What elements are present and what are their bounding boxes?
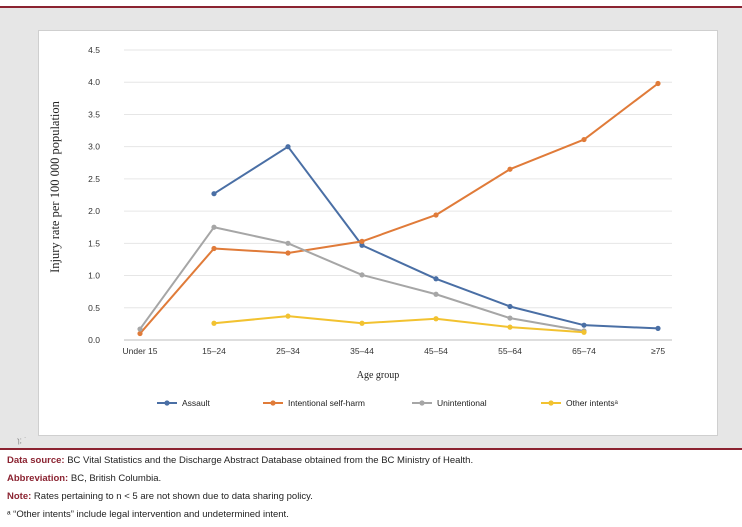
legend-swatch-marker (270, 400, 276, 406)
series-points (137, 80, 661, 337)
data-point (507, 324, 513, 330)
bottom-rule (0, 448, 742, 450)
y-tick-label: 1.5 (88, 238, 100, 248)
legend-swatch-marker (164, 400, 170, 406)
y-axis-label: Injury rate per 100 000 population (48, 100, 62, 273)
data-point (507, 303, 513, 310)
data-source-text: BC Vital Statistics and the Discharge Ab… (64, 455, 474, 466)
figure-notes: Data source: BC Vital Statistics and the… (7, 452, 737, 524)
data-point (507, 315, 513, 321)
data-point (137, 326, 143, 332)
data-note: Note: Rates pertaining to n < 5 are not … (7, 488, 737, 506)
data-source-note: Data source: BC Vital Statistics and the… (7, 452, 737, 470)
margin-mark: ɿ; ˙ (17, 436, 27, 445)
y-tick-label: 2.5 (88, 174, 100, 184)
legend-label: Intentional self-harm (288, 398, 365, 408)
data-point (581, 329, 587, 335)
data-point (655, 80, 661, 87)
x-tick-label: 65–74 (572, 346, 596, 356)
legend-label: Assault (182, 398, 211, 408)
abbreviation-label: Abbreviation: (7, 473, 69, 484)
data-point (655, 325, 661, 331)
data-point (359, 242, 365, 248)
data-point (211, 245, 217, 252)
x-tick-labels: Under 15 15–24 25–34 35–44 45–54 55–64 65–74 ≥7… (123, 346, 666, 356)
abbreviation-text: BC, British Columbia. (68, 473, 162, 484)
y-tick-labels: 0.0 0.5 1.0 1.5 2.0 2.5 3.0 3.5 4.0 4.5 (88, 45, 100, 345)
y-tick-label: 4.0 (88, 77, 100, 87)
data-point (211, 224, 217, 230)
y-tick-label: 2.0 (88, 206, 100, 216)
data-source-label: Data source: (7, 455, 65, 466)
x-tick-label: ≥75 (651, 346, 665, 356)
data-point (507, 166, 513, 172)
series-line (213, 145, 659, 330)
y-tick-label: 4.5 (88, 45, 100, 55)
data-point (211, 320, 217, 326)
footnote: ᵃ “Other intents” include legal interven… (7, 509, 289, 520)
y-tick-label: 0.0 (88, 335, 100, 345)
data-point (581, 136, 587, 143)
series-line (213, 315, 585, 334)
legend-label: Unintentional (437, 398, 487, 408)
legend-swatch-marker (419, 400, 425, 406)
data-point (211, 191, 217, 197)
x-tick-label: Under 15 (123, 346, 158, 356)
data-point (285, 240, 291, 246)
data-point (285, 144, 291, 150)
legend-label: Other intentsᵃ (566, 398, 619, 408)
data-point (359, 320, 365, 326)
y-tick-label: 3.5 (88, 109, 100, 119)
legend-swatch-marker (548, 400, 554, 406)
x-axis-label: Age group (357, 370, 400, 381)
data-point (433, 276, 439, 282)
data-point (433, 291, 439, 297)
x-tick-label: 35–44 (350, 346, 374, 356)
x-tick-label: 25–34 (276, 346, 300, 356)
y-tick-label: 3.0 (88, 142, 100, 152)
data-point (359, 272, 365, 278)
data-point (285, 313, 291, 319)
data-point (359, 238, 365, 244)
series-line (139, 82, 659, 335)
data-note-text: Rates pertaining to n < 5 are not shown … (31, 491, 313, 502)
data-point (285, 250, 291, 256)
data-point (137, 330, 143, 337)
top-rule (0, 6, 742, 8)
series-lines (139, 82, 659, 335)
gridlines (124, 49, 672, 341)
chart-card (38, 30, 718, 436)
y-tick-label: 0.5 (88, 303, 100, 313)
x-tick-label: 45–54 (424, 346, 448, 356)
abbreviation-note: Abbreviation: BC, British Columbia. (7, 470, 737, 488)
data-note-label: Note: (7, 491, 32, 502)
figure-panel: ɿ; ˙ (0, 8, 742, 448)
x-tick-label: 55–64 (498, 346, 522, 356)
x-tick-label: 15–24 (202, 346, 226, 356)
line-chart: 0.0 0.5 1.0 1.5 2.0 2.5 3.0 3.5 4.0 4.5 Under 15 1… (48, 45, 672, 408)
data-point (433, 212, 439, 218)
y-tick-label: 1.0 (88, 271, 100, 281)
data-point (433, 316, 439, 322)
legend: Assault Intentional self-harm Unintentiona… (157, 398, 619, 408)
data-point (581, 322, 587, 328)
